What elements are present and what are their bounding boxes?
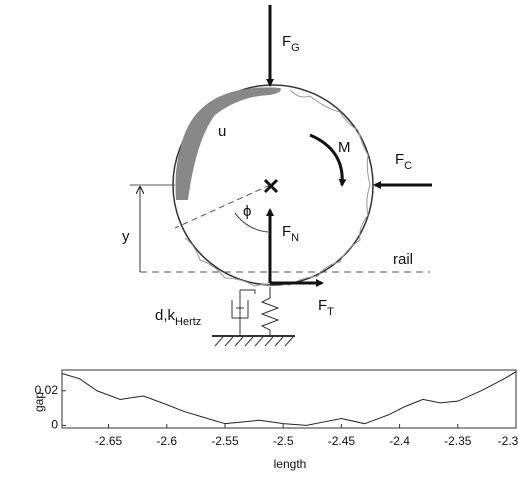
label-moment: M (338, 139, 351, 156)
x-tick-label: -2.55 (211, 434, 239, 448)
label-contact: FC (395, 151, 412, 172)
wheel-profile (185, 90, 370, 286)
x-tick-label: -2.65 (95, 434, 123, 448)
label-support: d,kHertz (155, 307, 201, 328)
damper (232, 290, 255, 336)
label-traction: FT (318, 297, 334, 318)
x-tick-label: -2.5 (273, 434, 294, 448)
label-gravity: FG (282, 33, 300, 54)
gap-line (62, 372, 516, 426)
wheel-diagram: FG u M FC y ϕ FN rail d,kHertz FT (122, 5, 432, 346)
page: FG u M FC y ϕ FN rail d,kHertz FT gap le… (0, 0, 518, 477)
label-rail: rail (393, 251, 413, 268)
x-tick-label: -2.45 (328, 434, 356, 448)
plot-frame (62, 370, 516, 428)
x-tick-label: -2.3 (498, 434, 518, 448)
x-tick-label: -2.6 (156, 434, 177, 448)
label-height: y (122, 228, 130, 245)
spring (262, 287, 278, 336)
radius-line (175, 185, 270, 228)
x-tick-label: -2.4 (389, 434, 410, 448)
angle-arc (235, 213, 268, 232)
x-axis-label: length (274, 457, 307, 471)
label-angle: ϕ (243, 203, 251, 220)
x-tick-label: -2.35 (444, 434, 472, 448)
wear-area (176, 87, 281, 200)
ground-hatch (215, 337, 293, 346)
label-wear: u (218, 123, 226, 140)
gap-chart: gap length -2.65-2.6-2.55-2.5-2.45-2.4-2… (32, 370, 518, 471)
y-tick-label: 0.02 (35, 383, 59, 397)
y-tick-label: 0 (51, 418, 58, 432)
label-normal: FN (282, 223, 299, 244)
